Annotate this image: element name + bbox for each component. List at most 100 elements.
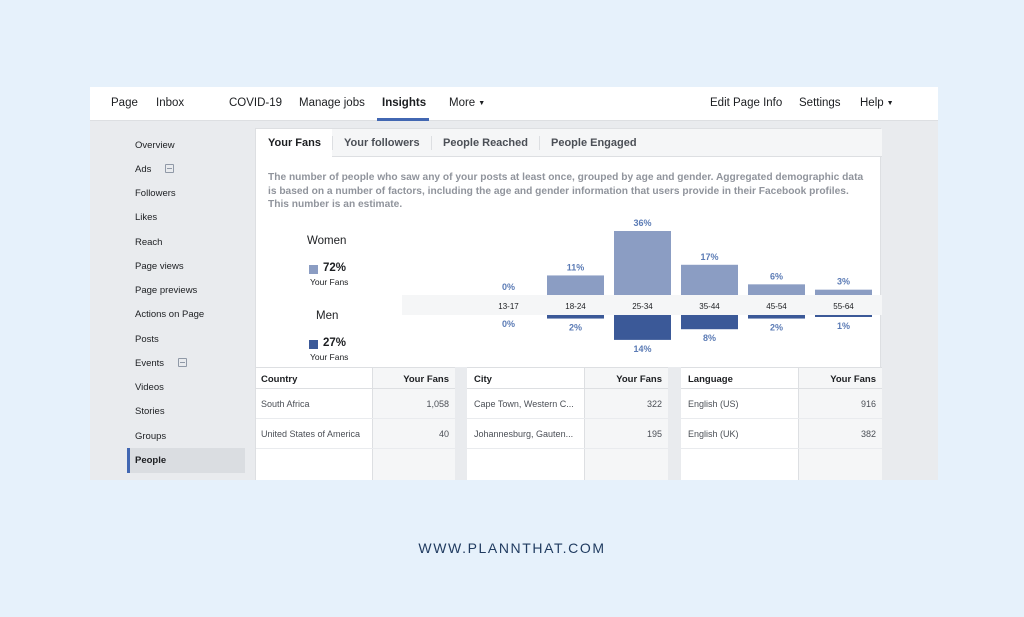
sidebar-item-followers[interactable]: Followers	[135, 188, 176, 199]
header-city: City	[474, 374, 492, 385]
sidebar-item-reach[interactable]: Reach	[135, 237, 163, 248]
language-table: Language Your Fans English (US) 916 Engl…	[681, 367, 882, 480]
sidebar-item-events[interactable]: Events	[135, 358, 188, 369]
table-row[interactable]: English (US) 916	[681, 389, 882, 419]
nav-help[interactable]: Help ▼	[860, 97, 894, 109]
sidebar-item-overview[interactable]: Overview	[135, 140, 175, 151]
active-tab-underline	[377, 118, 429, 121]
legend-women-pct: 72%	[323, 262, 347, 274]
women-data-label: 36%	[633, 218, 651, 228]
sidebar-item-label: Ads	[135, 164, 152, 175]
legend-men-sub: Your Fans	[310, 352, 349, 362]
caret-down-icon: ▼	[478, 100, 486, 107]
language-name: English (UK)	[688, 429, 739, 439]
nav-more[interactable]: More ▼	[449, 97, 485, 109]
tab-divider	[539, 136, 540, 150]
country-name: South Africa	[261, 399, 310, 409]
women-data-label: 0%	[502, 282, 515, 292]
legend-women-sub: Your Fans	[310, 277, 349, 287]
header-your-fans: Your Fans	[403, 374, 449, 385]
sidebar-item-videos[interactable]: Videos	[135, 382, 164, 393]
sidebar-item-posts[interactable]: Posts	[135, 334, 159, 345]
footer-url: WWW.PLANNTHAT.COM	[418, 540, 606, 556]
women-bar	[748, 284, 805, 295]
women-data-label: 17%	[700, 252, 718, 262]
language-fans: 382	[860, 429, 876, 439]
header-country: Country	[261, 374, 298, 385]
nav-help-label: Help	[860, 97, 884, 109]
fans-tables: Country Your Fans South Africa 1,058 Uni…	[256, 367, 882, 480]
table-row[interactable]: United States of America 40	[256, 419, 455, 449]
header-language: Language	[688, 374, 733, 385]
table-row[interactable]: South Africa 1,058	[256, 389, 455, 419]
nav-more-label: More	[449, 97, 476, 109]
city-fans: 195	[646, 429, 662, 439]
city-fans: 322	[646, 399, 662, 409]
nav-settings[interactable]: Settings	[799, 97, 841, 109]
tab-people-reached[interactable]: People Reached	[443, 137, 528, 149]
tab-your-followers[interactable]: Your followers	[344, 137, 420, 149]
sidebar-item-page-previews[interactable]: Page previews	[135, 285, 198, 296]
women-data-label: 3%	[837, 277, 850, 287]
nav-inbox[interactable]: Inbox	[156, 97, 185, 109]
age-gender-chart: 0% 0% 13-17 11% 2% 18-24 36% 14% 25-34 17% 8% 35-44…	[402, 218, 882, 354]
sidebar-item-page-views[interactable]: Page views	[135, 261, 184, 272]
tab-your-fans[interactable]: Your Fans	[256, 129, 332, 158]
sidebar-active-indicator	[127, 448, 130, 473]
legend-women-swatch	[309, 265, 318, 274]
sidebar-item-likes[interactable]: Likes	[135, 212, 158, 223]
country-fans: 1,058	[426, 399, 449, 409]
nav-insights[interactable]: Insights	[382, 97, 427, 109]
age-tick-label: 35-44	[699, 302, 720, 311]
table-row[interactable]: Cape Town, Western C... 322	[467, 389, 668, 419]
city-name: Cape Town, Western C...	[474, 399, 574, 409]
men-data-label: 1%	[837, 321, 850, 331]
women-bar	[681, 264, 738, 295]
nav-page[interactable]: Page	[111, 97, 138, 109]
age-tick-label: 55-64	[833, 302, 854, 311]
sidebar-item-ads[interactable]: Ads	[135, 164, 175, 175]
men-bar	[681, 315, 738, 330]
sidebar-active-highlight	[127, 448, 245, 473]
country-name: United States of America	[261, 429, 361, 439]
age-tick-label: 13-17	[498, 302, 519, 311]
men-data-label: 2%	[770, 323, 783, 333]
men-bar	[748, 315, 805, 319]
caret-down-icon: ▼	[886, 100, 894, 107]
table-row[interactable]: English (UK) 382	[681, 419, 882, 449]
country-fans: 40	[438, 429, 449, 439]
women-bar	[815, 289, 872, 295]
legend-women-title: Women	[307, 235, 347, 247]
fans-description: The number of people who saw any of your…	[268, 172, 864, 210]
sidebar-item-groups[interactable]: Groups	[135, 431, 167, 442]
nav-manage-jobs[interactable]: Manage jobs	[299, 97, 365, 109]
women-bar	[614, 231, 671, 295]
table-row[interactable]: Johannesburg, Gauten... 195	[467, 419, 668, 449]
age-tick-label: 25-34	[632, 302, 653, 311]
sidebar-item-stories[interactable]: Stories	[135, 406, 165, 417]
tab-divider	[332, 136, 333, 150]
header-your-fans: Your Fans	[830, 374, 876, 385]
table-gap	[455, 367, 467, 480]
women-data-label: 6%	[770, 271, 783, 281]
table-gap	[668, 367, 681, 480]
facebook-insights-screenshot: Page Inbox COVID-19 Manage jobs Insights…	[90, 87, 938, 480]
sidebar-item-actions-on-page[interactable]: Actions on Page	[135, 309, 205, 320]
age-tick-label: 18-24	[565, 302, 586, 311]
nav-covid-19[interactable]: COVID-19	[229, 97, 283, 109]
legend-men-pct: 27%	[323, 337, 347, 349]
nav-edit-page-info[interactable]: Edit Page Info	[710, 97, 783, 109]
external-link-icon	[178, 358, 188, 367]
header-your-fans: Your Fans	[616, 374, 662, 385]
age-axis-band	[402, 295, 882, 315]
people-tabs: Your Fans Your followers People Reached …	[256, 129, 882, 158]
tab-divider	[431, 136, 432, 150]
top-navigation: Page Inbox COVID-19 Manage jobs Insights…	[90, 87, 938, 121]
legend-men-title: Men	[316, 310, 339, 322]
men-data-label: 0%	[502, 319, 515, 329]
sidebar-item-people[interactable]: People	[135, 455, 167, 466]
table-header: Language Your Fans	[681, 367, 882, 389]
tab-people-engaged[interactable]: People Engaged	[551, 137, 637, 149]
language-name: English (US)	[688, 399, 739, 409]
language-fans: 916	[860, 399, 876, 409]
